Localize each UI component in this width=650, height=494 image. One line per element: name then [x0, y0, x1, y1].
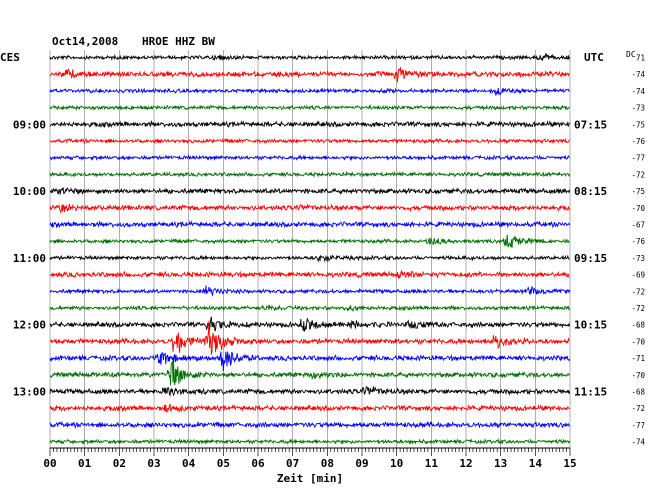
trace-row-9: [49, 203, 571, 214]
dc-offset-label-1: -74: [631, 70, 645, 79]
dc-offset-label-13: -69: [631, 271, 645, 280]
trace-row-15: [49, 304, 571, 313]
x-tick-label-02: 02: [113, 457, 126, 470]
trace-row-21: [49, 403, 570, 414]
x-tick-label-04: 04: [182, 457, 196, 470]
trace-row-1: [49, 67, 570, 83]
trace-row-18: [49, 351, 571, 372]
x-tick-label-07: 07: [286, 457, 299, 470]
dc-offset-label-5: -76: [631, 137, 645, 146]
dc-offset-label-20: -68: [631, 388, 645, 397]
dc-offset-label-12: -73: [631, 254, 645, 263]
x-tick-label-05: 05: [217, 457, 230, 470]
x-tick-label-11: 11: [425, 457, 439, 470]
dc-offset-label-6: -77: [631, 154, 645, 163]
x-tick-label-08: 08: [321, 457, 334, 470]
dc-offset-label-18: -71: [631, 354, 645, 363]
trace-row-17: [49, 320, 570, 355]
dc-offset-label-16: -68: [631, 321, 645, 330]
time-label-group: 71 -74 -74 -73 -75 -76 -77 -72 -75 -70 -67 -76 -73 -6…: [13, 54, 646, 447]
right-time-label-12: 09:15: [574, 252, 607, 265]
x-tick-label-13: 13: [494, 457, 507, 470]
title-date: Oct14,2008: [52, 35, 118, 48]
left-timezone-label: CES: [0, 51, 20, 64]
x-tick-label-09: 09: [355, 457, 368, 470]
trace-row-2: [49, 87, 570, 96]
x-tick-label-14: 14: [529, 457, 543, 470]
dc-offset-label-2: -74: [631, 87, 645, 96]
dc-offset-label-8: -75: [631, 187, 645, 196]
minute-grid: [49, 50, 571, 448]
dc-offset-label-7: -72: [631, 170, 645, 179]
trace-row-14: [49, 285, 571, 297]
dc-offset-label-17: -70: [631, 337, 645, 346]
right-time-label-20: 11:15: [574, 386, 607, 399]
x-axis: 00 01 02 03 04 05 06 07 08 09 10 11 12 13 14 15: [43, 447, 577, 470]
trace-row-8: [49, 187, 571, 196]
trace-row-22: [49, 420, 570, 429]
trace-row-0: [49, 53, 571, 62]
x-tick-label-01: 01: [78, 457, 92, 470]
left-time-label-8: 10:00: [13, 185, 46, 198]
x-tick-label-06: 06: [251, 457, 265, 470]
title-station: HROE HHZ BW: [142, 35, 215, 48]
trace-row-13: [49, 269, 570, 279]
dc-offset-label-4: -75: [631, 120, 645, 129]
trace-row-20: [49, 386, 571, 397]
dc-offset-label-23: -74: [631, 438, 645, 447]
trace-row-19: [50, 360, 570, 386]
x-tick-label-10: 10: [390, 457, 403, 470]
x-tick-label-15: 15: [563, 457, 576, 470]
x-tick-label-00: 00: [43, 457, 56, 470]
left-time-label-4: 09:00: [13, 118, 46, 131]
trace-row-5: [49, 137, 570, 145]
dc-offset-label-22: -77: [631, 421, 645, 430]
x-tick-label-12: 12: [459, 457, 472, 470]
right-timezone-label: UTC: [584, 51, 604, 64]
x-tick-label-03: 03: [147, 457, 160, 470]
trace-row-10: [49, 220, 571, 229]
dc-offset-label-19: -70: [631, 371, 645, 380]
right-time-label-8: 08:15: [574, 185, 607, 198]
trace-group: [49, 53, 571, 445]
trace-row-6: [49, 154, 570, 162]
trace-row-3: [49, 104, 570, 112]
right-time-label-16: 10:15: [574, 319, 607, 332]
right-time-label-4: 07:15: [574, 118, 607, 131]
x-axis-label: Zeit [min]: [277, 472, 343, 485]
trace-row-16: [49, 316, 571, 332]
dc-header-label: DC: [626, 50, 636, 59]
dc-offset-label-15: -72: [631, 304, 645, 313]
dc-offset-label-14: -72: [631, 287, 645, 296]
trace-row-11: [49, 234, 570, 249]
trace-row-23: [49, 437, 571, 445]
trace-row-7: [49, 170, 571, 179]
trace-row-4: [49, 119, 571, 129]
dc-offset-label-11: -76: [631, 237, 645, 246]
dc-offset-label-10: -67: [631, 221, 645, 230]
left-time-label-12: 11:00: [13, 252, 46, 265]
trace-row-12: [49, 254, 570, 263]
dc-offset-label-3: -73: [631, 104, 645, 113]
left-time-label-20: 13:00: [13, 386, 46, 399]
dc-offset-label-21: -72: [631, 404, 645, 413]
left-time-label-16: 12:00: [13, 319, 46, 332]
dc-offset-label-9: -70: [631, 204, 645, 213]
dc-offset-label-0: 71: [636, 54, 645, 63]
